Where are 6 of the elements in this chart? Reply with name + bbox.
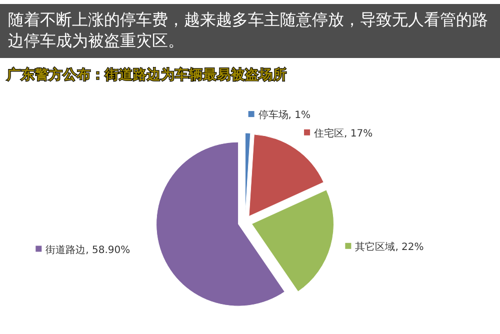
chart-title: 随着不断上涨的停车费，越来越多车主随意停放，导致无人看管的路边停车成为被盗重灾区。 xyxy=(0,4,500,58)
legend-label: 停车场, 1% xyxy=(258,109,311,122)
chart-subtitle: 广东警方公布：街道路边为车辆最易被盗场所 xyxy=(6,66,287,83)
legend-label: 其它区域, 22% xyxy=(355,240,424,253)
legend-label: 住宅区, 17% xyxy=(314,127,373,140)
legend-label: 街道路边, 58.90% xyxy=(46,244,130,256)
